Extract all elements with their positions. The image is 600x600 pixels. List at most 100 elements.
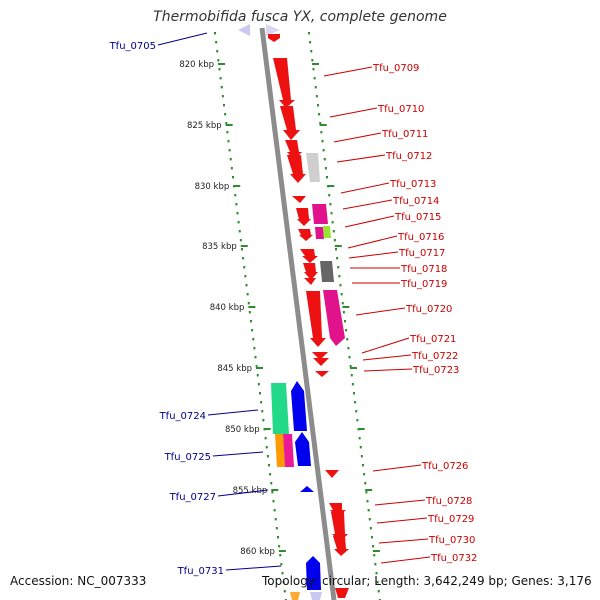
scale-dot [350,374,353,377]
gene-Tfu_0715[interactable] [298,229,313,241]
scale-dot [308,32,310,35]
gene-Tfu_0709[interactable] [273,58,295,108]
scale-tick-label: 825 kbp [187,121,222,131]
gene-Tfu_0720[interactable] [306,291,326,347]
gene-Tfu_0730[interactable] [333,536,349,556]
scale-dot [225,122,228,125]
scale-dot [217,59,220,62]
scale-dot [363,473,366,476]
gene-label-Tfu_0715[interactable]: Tfu_0715 [394,212,441,223]
genome-backbone [259,27,337,600]
gene-label-Tfu_0719[interactable]: Tfu_0719 [400,279,447,290]
gene-label-Tfu_0716[interactable]: Tfu_0716 [397,232,444,243]
gene-Tfu_0721[interactable] [312,352,328,360]
gene-Tfu_0722[interactable] [313,358,329,366]
gene-label-Tfu_0726[interactable]: Tfu_0726 [421,461,468,472]
gene-Tfu_0717[interactable] [300,249,318,263]
label-leader-line [374,499,426,506]
gene-Tfu_0727[interactable] [300,486,314,492]
label-leader-line [217,489,269,497]
scale-dot [244,275,247,278]
scale-dot [260,401,263,404]
scale-dot [220,86,223,89]
scale-dot [314,86,317,89]
gene-label-Tfu_0730[interactable]: Tfu_0730 [428,535,475,546]
gene-Tfu_0732[interactable] [335,588,349,598]
scale-dot [251,329,254,332]
gene-label-Tfu_0721[interactable]: Tfu_0721 [409,334,456,345]
scale-dot [358,437,361,440]
gene-label-Tfu_0731[interactable]: Tfu_0731 [177,566,224,577]
gene-Tfu_0725[interactable] [275,434,285,467]
gene-label-Tfu_0710[interactable]: Tfu_0710 [377,104,424,115]
gene-label-Tfu_0712[interactable]: Tfu_0712 [385,151,432,162]
gene-Tfu_0712[interactable] [287,155,306,183]
scale-dot [330,212,333,215]
label-leader-line [376,517,428,524]
scale-dot [268,464,270,467]
accession-text: Accession: NC_007333 [10,574,147,588]
gene-label-Tfu_0720[interactable]: Tfu_0720 [405,304,452,315]
scale-dot [281,572,284,575]
label-leader-line [372,464,422,472]
gene-label-Tfu_0722[interactable]: Tfu_0722 [411,351,458,362]
gene-label-Tfu_0725[interactable]: Tfu_0725 [164,452,211,463]
gene-Tfu_0718[interactable] [303,263,318,280]
gene-Tfu_0724b [291,381,307,431]
gene-stub-top-right [266,24,280,36]
gene-label-Tfu_0724[interactable]: Tfu_0724 [159,411,206,422]
scale-dot [376,581,379,584]
gene-label-Tfu_0727[interactable]: Tfu_0727 [169,492,216,503]
gene-label-Tfu_0711[interactable]: Tfu_0711 [381,129,428,140]
label-leader-line [355,307,406,316]
scale-dot [271,491,274,494]
gene-label-Tfu_0718[interactable]: Tfu_0718 [400,264,447,275]
gene-label-Tfu_0717[interactable]: Tfu_0717 [398,248,445,259]
label-leader-line [207,409,259,416]
gene-label-Tfu_0705[interactable]: Tfu_0705 [109,41,156,52]
scale-dot [224,113,227,116]
scale-dot [354,401,357,404]
gene-Tfu_0710[interactable] [280,106,300,140]
gene-Tfu_0707[interactable] [268,34,280,42]
gene-label-Tfu_0714[interactable]: Tfu_0714 [392,196,439,207]
gene-Tfu_0714[interactable] [296,208,311,226]
label-leader-line [225,565,282,571]
label-leader-line [340,182,390,194]
scale-dot [252,338,255,341]
gene-Tfu_0729[interactable] [331,512,348,542]
gene-Tfu_0723[interactable] [315,371,329,377]
label-leader-line [361,337,410,354]
gene-label-Tfu_0728[interactable]: Tfu_0728 [425,496,472,507]
gene-Tfu_0724[interactable] [271,383,289,434]
scale-dot [338,275,341,278]
scale-tick-label: 860 kbp [240,547,275,557]
gene-Tfu_0731[interactable] [306,556,321,590]
gene-label-Tfu_0732[interactable]: Tfu_0732 [430,553,477,564]
gene-Tfu_0712b [306,153,320,182]
gene-Tfu_0715b [315,227,324,239]
scale-dot [369,527,372,530]
label-leader-line [212,451,264,457]
gene-Tfu_0728[interactable] [329,503,346,518]
gene-label-Tfu_0723[interactable]: Tfu_0723 [412,365,459,376]
gene-Tfu_0726[interactable] [325,470,339,478]
scale-dot [266,455,269,458]
scale-dot [247,302,250,305]
scale-dot [235,203,238,206]
gene-Tfu_0716[interactable] [323,226,331,238]
scale-dots-right [308,32,381,600]
scale-tick-label: 835 kbp [202,242,237,252]
gene-Tfu_0713[interactable] [292,196,306,203]
scale-dot [377,590,380,593]
gene-label-Tfu_0709[interactable]: Tfu_0709 [372,63,419,74]
gene-Tfu_0705-stub[interactable] [238,24,250,36]
label-leader-line [323,66,373,77]
scale-dot [229,158,232,161]
scale-dot [277,536,279,539]
gene-Tfu_0719[interactable] [304,278,316,285]
gene-label-Tfu_0713[interactable]: Tfu_0713 [389,179,436,190]
scale-dot [261,410,264,413]
gene-label-Tfu_0729[interactable]: Tfu_0729 [427,514,474,525]
